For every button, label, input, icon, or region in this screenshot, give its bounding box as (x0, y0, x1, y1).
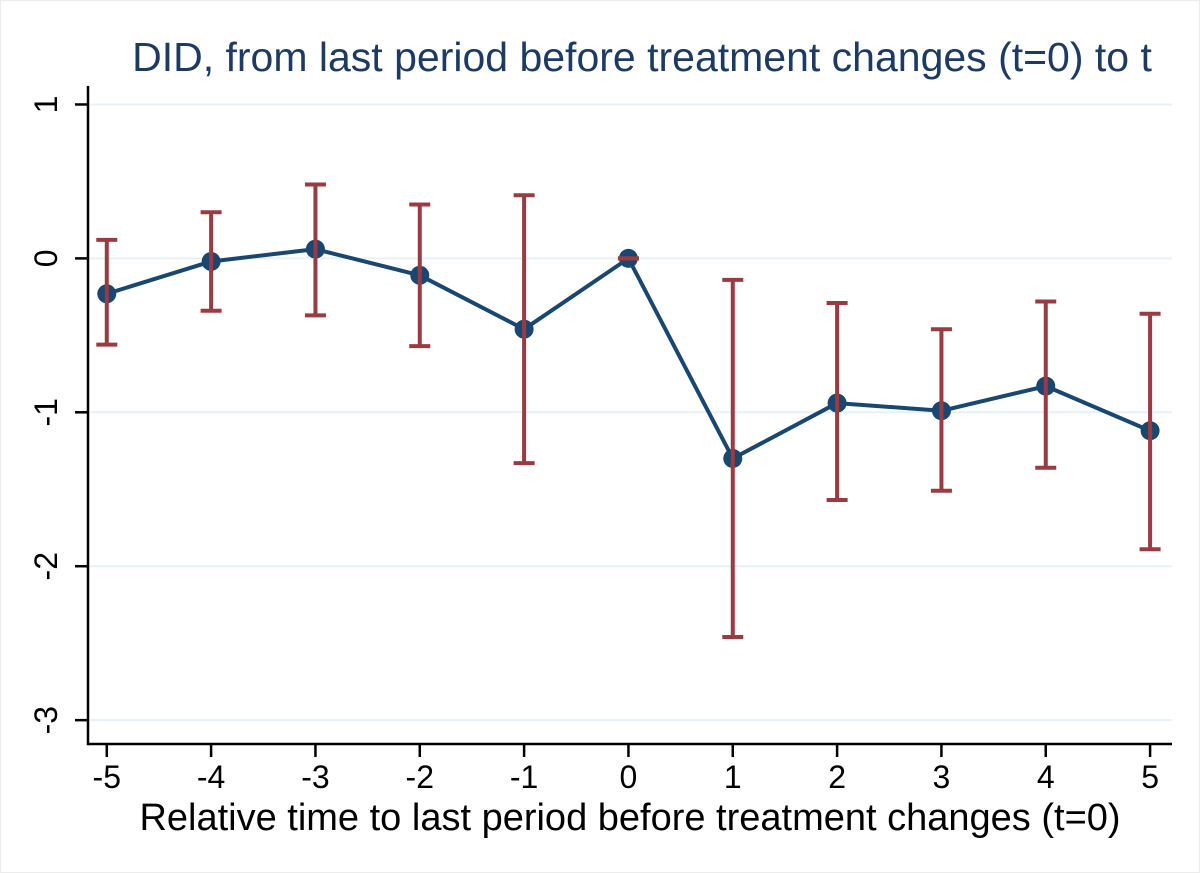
error-bars-layer (96, 182, 1161, 640)
y-tick-label: -3 (28, 706, 64, 734)
x-tick-label: 4 (1037, 759, 1055, 795)
x-tick-label: -5 (93, 759, 121, 795)
x-tick-label: 1 (724, 759, 742, 795)
x-tick-label: -4 (197, 759, 225, 795)
series-layer (97, 239, 1160, 468)
x-tick-label: 5 (1141, 759, 1159, 795)
chart-title: DID, from last period before treatment c… (132, 34, 1152, 80)
y-tick-label: 0 (28, 249, 64, 267)
y-tick-label: 1 (28, 96, 64, 114)
x-axis-title: Relative time to last period before trea… (139, 797, 1120, 839)
series-line (106, 247, 1151, 461)
x-tick-label: -1 (510, 759, 538, 795)
x-tick-label: 3 (933, 759, 951, 795)
x-tick-label: 2 (828, 759, 846, 795)
axes: 1 0 -1 -2 -3 -5 -4 -3 -2 -1 0 1 2 3 4 5 (28, 86, 1172, 795)
y-tick-label: -1 (28, 398, 64, 426)
gridlines (89, 103, 1172, 722)
x-tick-label: 0 (620, 759, 638, 795)
x-tick-label: -2 (406, 759, 434, 795)
x-tick-label: -3 (301, 759, 329, 795)
y-tick-label: -2 (28, 552, 64, 580)
